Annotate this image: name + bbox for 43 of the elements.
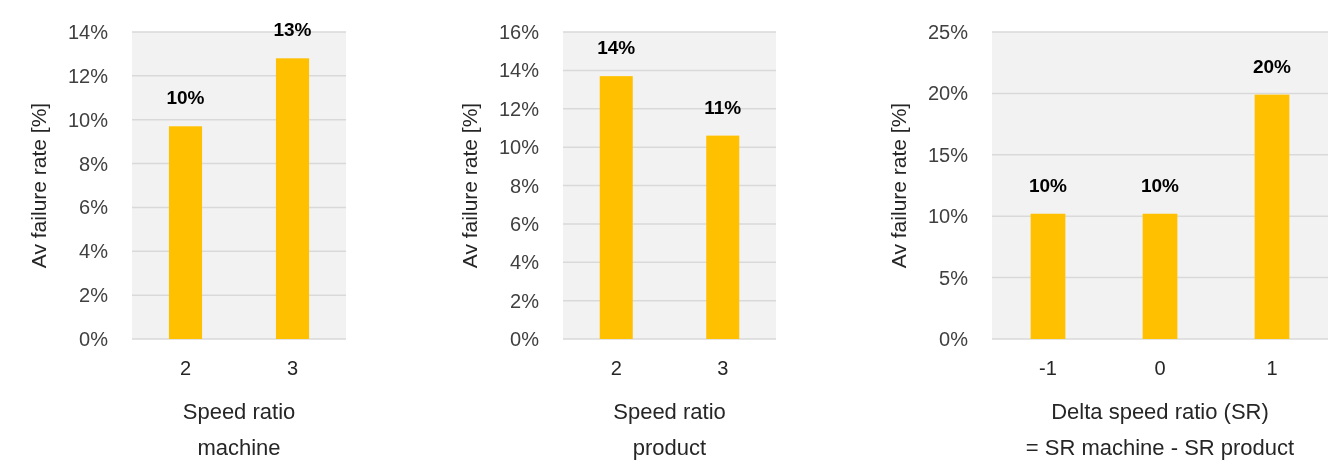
x-axis-title: Delta speed ratio (SR) = SR machine - SR product (1025, 399, 1295, 460)
data-label: 20% (1252, 55, 1292, 77)
y-tick-label: 6% (510, 212, 540, 235)
y-tick-label: 16% (498, 21, 540, 43)
y-axis-title: Av failure rate [%] (886, 102, 910, 269)
y-axis-title: Av failure rate [%] (457, 102, 481, 269)
y-axis-title: Av failure rate [%] (26, 102, 50, 269)
x-tick-label: 3 (286, 357, 299, 379)
x-tick-label: 2 (610, 357, 622, 379)
y-tick-label: 15% (927, 143, 969, 166)
data-label: 14% (597, 37, 636, 59)
data-label: 10% (1140, 174, 1180, 196)
y-tick-label: 0% (79, 328, 109, 350)
y-tick-label: 6% (79, 196, 109, 219)
y-tick-label: 5% (939, 266, 969, 289)
y-tick-label: 4% (79, 240, 109, 263)
data-label: 10% (1028, 174, 1068, 196)
y-tick-label: 20% (927, 82, 969, 105)
y-tick-label: 14% (67, 21, 109, 43)
x-tick-label: 2 (179, 357, 192, 379)
y-tick-label: 12% (67, 64, 109, 87)
y-tick-label: 8% (510, 174, 540, 197)
y-tick-label: 0% (939, 328, 969, 350)
y-tick-label: 25% (927, 21, 969, 43)
y-tick-label: 2% (79, 284, 109, 307)
y-tick-label: 12% (498, 97, 540, 120)
y-tick-label: 2% (510, 289, 540, 312)
y-tick-label: 0% (510, 328, 540, 350)
x-tick-label: 1 (1266, 357, 1278, 379)
y-tick-label: 14% (498, 59, 540, 82)
x-tick-label: 3 (717, 357, 729, 379)
y-tick-label: 10% (927, 205, 969, 228)
data-label: 13% (273, 19, 312, 41)
y-tick-label: 10% (498, 136, 540, 159)
y-tick-label: 10% (67, 108, 109, 131)
x-tick-label: -1 (1039, 357, 1057, 379)
y-tick-label: 4% (510, 251, 540, 274)
x-axis-title: Speed ratio product (613, 399, 726, 460)
x-tick-label: 0 (1154, 357, 1166, 379)
data-label: 11% (704, 96, 742, 118)
y-tick-label: 8% (79, 152, 109, 175)
data-label: 10% (166, 87, 205, 109)
x-axis-title: Speed ratio machine (182, 399, 296, 460)
